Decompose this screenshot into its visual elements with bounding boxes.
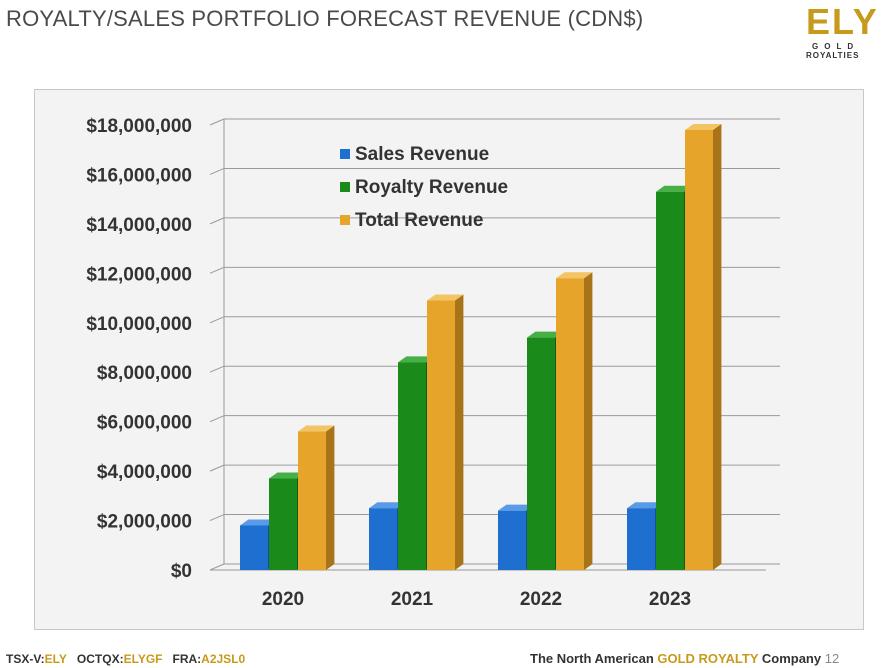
bar-front <box>369 508 397 570</box>
bar-front <box>556 278 584 570</box>
page-title: ROYALTY/SALES PORTFOLIO FORECAST REVENUE… <box>6 6 644 31</box>
bar-top <box>656 185 693 192</box>
x-tick-label: 2022 <box>520 589 562 610</box>
bar-side <box>584 272 593 570</box>
y-tick-label: $4,000,000 <box>97 462 192 483</box>
gridline-depth <box>209 167 225 175</box>
ticker-symbol-3: A2JSL0 <box>201 652 246 666</box>
bar-front <box>427 300 455 570</box>
ticker-symbol-2: ELYGF <box>123 652 163 666</box>
chart-legend: Sales Revenue Royalty Revenue Total Revenu… <box>340 144 508 231</box>
ticker-symbol-1: ELY <box>44 652 67 666</box>
bar-total-revenue <box>556 272 593 570</box>
gridline-depth <box>209 118 225 126</box>
y-tick-label: $6,000,000 <box>97 413 192 434</box>
ticker-footer: TSX-V:ELY OCTQX:ELYGF FRA:A2JSL0 <box>6 652 245 666</box>
bar-front <box>498 510 526 570</box>
y-tick-label: $18,000,000 <box>86 116 192 137</box>
bar-side <box>326 425 335 570</box>
gridline-depth <box>209 217 225 225</box>
x-tick-label: 2021 <box>391 589 434 610</box>
legend-label: Royalty Revenue <box>355 177 508 198</box>
tagline-prefix: The North American <box>530 651 658 666</box>
y-tick-label: $14,000,000 <box>86 215 192 236</box>
page-number: 12 <box>824 651 840 666</box>
bar-side <box>713 123 722 570</box>
bar-top <box>498 504 535 511</box>
gridline-depth <box>209 266 225 274</box>
chart-bars <box>240 123 722 570</box>
gridline-depth <box>209 563 225 571</box>
bar-top <box>556 272 593 279</box>
gridline-depth <box>209 316 225 324</box>
y-tick-label: $0 <box>171 561 192 582</box>
ticker-exchange-3: FRA: <box>172 652 202 666</box>
tagline-footer: The North American GOLD ROYALTY Company … <box>530 651 839 666</box>
bar-total-revenue <box>298 425 335 570</box>
ticker-exchange-2: OCTQX: <box>76 652 124 666</box>
legend-swatch <box>340 215 350 225</box>
y-tick-label: $8,000,000 <box>97 363 192 384</box>
bar-front <box>685 129 713 570</box>
bar-top <box>240 519 277 526</box>
bar-top <box>627 502 664 509</box>
y-tick-label: $16,000,000 <box>86 165 192 186</box>
bar-top <box>427 294 464 301</box>
legend-label: Sales Revenue <box>355 144 489 165</box>
logo-line-gold: GOLD <box>812 42 860 51</box>
bar-front <box>298 431 326 570</box>
bar-top <box>398 356 435 363</box>
y-tick-label: $10,000,000 <box>86 314 192 335</box>
bar-front <box>240 525 268 570</box>
x-tick-label: 2020 <box>262 589 304 610</box>
bar-total-revenue <box>427 294 464 570</box>
logo-wordmark: ELY <box>806 1 879 42</box>
tagline-highlight: GOLD ROYALTY <box>657 651 759 666</box>
tagline-suffix: Company <box>758 651 822 666</box>
legend-label: Total Revenue <box>355 210 483 231</box>
bar-total-revenue <box>685 123 722 570</box>
y-tick-label: $12,000,000 <box>86 264 192 285</box>
gridline-depth <box>209 415 225 423</box>
y-tick-label: $2,000,000 <box>97 512 192 533</box>
gridline-depth <box>209 514 225 522</box>
bar-side <box>455 294 464 570</box>
bar-top <box>269 472 306 479</box>
gridline-depth <box>209 464 225 472</box>
bar-top <box>685 123 722 130</box>
legend-swatch <box>340 149 350 159</box>
logo-line-royalties: ROYALTIES <box>806 51 860 60</box>
bar-front <box>627 508 655 570</box>
company-logo: ELY GOLD ROYALTIES <box>800 1 890 61</box>
bar-top <box>298 425 335 432</box>
bar-top <box>527 331 564 338</box>
ticker-exchange-1: TSX-V: <box>6 652 45 666</box>
bar-front <box>527 337 555 570</box>
y-axis-labels: $0 $2,000,000 $4,000,000 $6,000,000 $8,000,0… <box>86 116 192 582</box>
gridline-depth <box>209 365 225 373</box>
bar-top <box>369 502 406 509</box>
bar-front <box>656 191 684 570</box>
legend-swatch <box>340 182 350 192</box>
x-tick-label: 2023 <box>649 589 691 610</box>
bar-front <box>398 362 426 570</box>
x-axis-labels: 2020 2021 2022 2023 <box>262 589 691 610</box>
bar-front <box>269 478 297 570</box>
